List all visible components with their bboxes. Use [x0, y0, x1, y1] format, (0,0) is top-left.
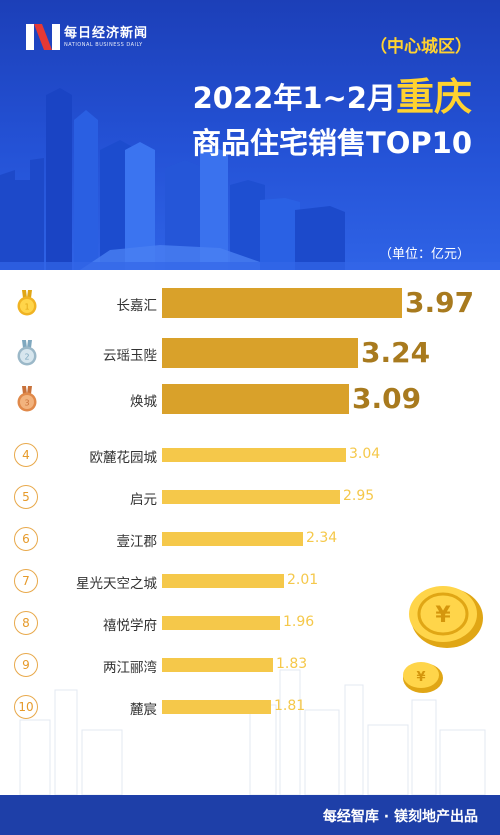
bar	[162, 338, 358, 368]
value-label: 3.09	[352, 382, 422, 415]
category-label: 启元	[130, 492, 157, 508]
coins-icon: ¥ ¥	[403, 586, 483, 693]
rank-number: 6	[14, 526, 38, 551]
logo-cn-text: 每日经济新闻	[64, 25, 149, 41]
value-label: 1.81	[274, 698, 306, 714]
background-skyline-icon	[19, 669, 486, 795]
bar	[162, 532, 303, 546]
logo-en-text: NATIONAL BUSINESS DAILY	[64, 41, 143, 48]
chart-row: 3 焕城 3.09	[0, 382, 500, 415]
category-label: 星光天空之城	[76, 576, 157, 592]
rank-number: 3	[24, 399, 29, 408]
category-label: 禧悦学府	[103, 618, 157, 634]
nbd-logo-icon	[26, 24, 60, 50]
rank-number: 9	[14, 652, 38, 677]
value-label: 2.95	[343, 488, 375, 504]
title-city: 重庆	[395, 75, 472, 119]
chart-row: 2 云瑶玉陛 3.24	[0, 336, 500, 369]
bar	[162, 658, 273, 672]
rank-number: 8	[14, 610, 38, 635]
footer-text: 每经智库 · 镁刻地产出品	[322, 809, 478, 825]
category-label: 云瑶玉陛	[103, 348, 157, 364]
category-label: 壹江郡	[116, 534, 158, 550]
footer: 每经智库 · 镁刻地产出品	[0, 795, 500, 835]
bar-chart: 1 长嘉汇 3.97 2 云瑶玉陛 3.24 3 焕城 3.09 4 欧麓花园城 3.04 5 启元 2.9…	[0, 270, 500, 795]
chart-row: 7 星光天空之城 2.01	[0, 568, 500, 594]
skyline-illustration	[0, 88, 500, 270]
bar	[162, 616, 280, 630]
svg-text:¥: ¥	[435, 603, 451, 628]
category-label: 长嘉汇	[116, 298, 158, 314]
bar	[162, 448, 346, 462]
chart-row: 6 壹江郡 2.34	[0, 526, 500, 552]
bar	[162, 288, 402, 318]
header-banner: 每日经济新闻 NATIONAL BUSINESS DAILY （中心城区） 20…	[0, 0, 500, 270]
bar	[162, 574, 284, 588]
chart-row: 10 麓宸 1.81	[0, 694, 500, 720]
title-prefix: 2022年1~2月	[192, 81, 396, 115]
value-label: 3.97	[405, 286, 475, 319]
rank-number: 5	[14, 484, 38, 509]
category-label: 焕城	[130, 394, 157, 410]
bar	[162, 490, 340, 504]
rank-number: 7	[14, 568, 38, 593]
value-label: 3.04	[349, 446, 381, 462]
category-label: 麓宸	[130, 702, 157, 718]
value-label: 1.96	[283, 614, 315, 630]
chart-row: 9 两江郦湾 1.83	[0, 652, 500, 678]
gold-medal-icon: 1	[17, 290, 37, 316]
rank-number: 1	[24, 303, 29, 312]
value-label: 2.34	[306, 530, 338, 546]
category-label: 欧麓花园城	[89, 450, 158, 466]
unit-label: （单位：亿元）	[378, 247, 470, 262]
bronze-medal-icon: 3	[17, 386, 37, 412]
bar	[162, 700, 271, 714]
chart-row: 4 欧麓花园城 3.04	[0, 442, 500, 468]
rank-number: 2	[24, 353, 29, 362]
bar	[162, 384, 349, 414]
logo: 每日经济新闻 NATIONAL BUSINESS DAILY	[26, 24, 148, 50]
subtitle: （中心城区）	[370, 37, 472, 57]
chart-row: 5 启元 2.95	[0, 484, 500, 510]
value-label: 3.24	[361, 336, 431, 369]
title-line2: 商品住宅销售TOP10	[191, 126, 472, 160]
silver-medal-icon: 2	[17, 340, 37, 366]
rank-number: 10	[14, 694, 38, 719]
value-label: 2.01	[287, 572, 319, 588]
category-label: 两江郦湾	[103, 660, 157, 676]
chart-row: 8 禧悦学府 1.96	[0, 610, 500, 636]
title-line1: 2022年1~2月重庆	[193, 66, 472, 121]
value-label: 1.83	[276, 656, 308, 672]
rank-number: 4	[14, 442, 38, 467]
chart-row: 1 长嘉汇 3.97	[0, 286, 500, 319]
svg-text:¥: ¥	[416, 670, 425, 685]
